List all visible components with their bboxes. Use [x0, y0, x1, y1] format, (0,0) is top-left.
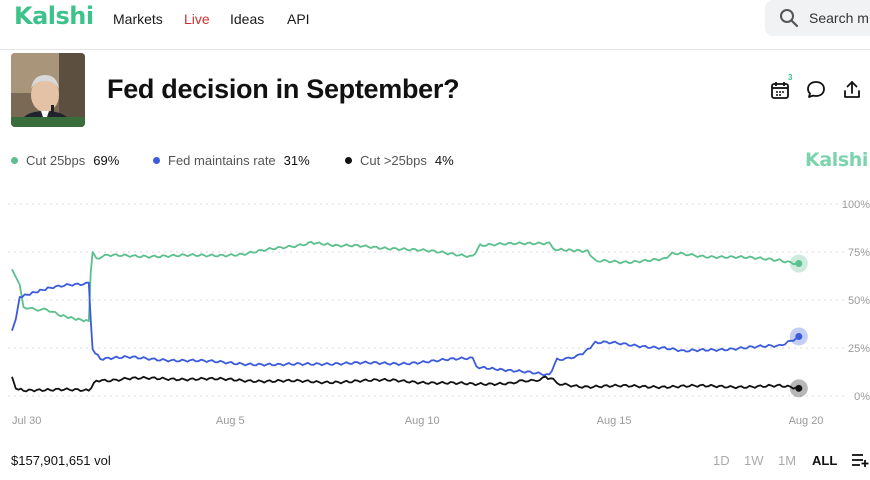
legend-dot — [153, 157, 160, 164]
calendar-count-badge: 3 — [788, 73, 793, 82]
chart-settings-icon[interactable] — [851, 452, 869, 468]
series-line-cut-25bps — [11, 241, 799, 323]
legend-dot — [345, 157, 352, 164]
calendar-icon[interactable] — [768, 78, 792, 102]
search-input[interactable]: Search m — [765, 0, 870, 36]
search-placeholder: Search m — [809, 10, 869, 26]
search-icon — [780, 9, 799, 28]
x-tick-label: Aug 5 — [216, 415, 245, 427]
series-endpoint — [795, 332, 803, 340]
kalshi-logo[interactable]: Kalshi — [14, 2, 94, 30]
y-tick-label: 75% — [848, 247, 870, 259]
nav-api[interactable]: API — [287, 11, 310, 27]
comment-icon[interactable] — [804, 78, 828, 102]
market-image — [11, 53, 85, 127]
x-tick-label: Aug 15 — [597, 415, 632, 427]
series-line-fed-maintains-rate — [11, 281, 800, 377]
range-all-button[interactable]: ALL — [812, 453, 838, 468]
top-nav: Kalshi Markets Live Ideas API Search m — [0, 0, 870, 40]
x-tick-label: Aug 20 — [789, 415, 824, 427]
volume-label: $157,901,651 vol — [11, 453, 111, 468]
legend-item-cut-25bps: Cut 25bps 69% — [11, 153, 119, 168]
legend-item-fed-maintains: Fed maintains rate 31% — [153, 153, 310, 168]
nav-ideas[interactable]: Ideas — [230, 11, 265, 27]
legend-label: Cut 25bps — [26, 153, 86, 168]
series-line-cut-25bps — [11, 375, 800, 393]
price-history-chart[interactable]: 100% 75% 50% 25% 0% Jul 30 Aug 5 Aug 10 Aug 15 Au… — [0, 190, 870, 430]
range-1w-button[interactable]: 1W — [744, 453, 764, 468]
x-tick-label: Aug 10 — [405, 415, 440, 427]
range-1d-button[interactable]: 1D — [713, 453, 730, 468]
range-1m-button[interactable]: 1M — [778, 453, 797, 468]
y-tick-label: 100% — [842, 199, 870, 211]
nav-live[interactable]: Live — [184, 11, 210, 27]
share-icon[interactable] — [840, 78, 864, 102]
nav-markets[interactable]: Markets — [113, 11, 163, 27]
brand-watermark: Kalshi — [805, 149, 869, 171]
series-endpoint — [795, 384, 803, 392]
legend-percent: 69% — [93, 153, 120, 168]
y-tick-label: 25% — [848, 343, 870, 355]
x-tick-label: Jul 30 — [12, 415, 41, 427]
legend-percent: 4% — [434, 153, 454, 168]
legend-label: Fed maintains rate — [168, 153, 276, 168]
y-tick-label: 50% — [848, 295, 870, 307]
legend-percent: 31% — [283, 153, 310, 168]
legend-label: Cut >25bps — [360, 153, 427, 168]
legend-item-cut-over-25bps: Cut >25bps 4% — [345, 153, 454, 168]
series-endpoint — [795, 260, 803, 268]
legend-dot — [11, 157, 18, 164]
header-divider — [0, 49, 870, 50]
y-tick-label: 0% — [854, 391, 870, 403]
market-title: Fed decision in September? — [107, 74, 460, 104]
